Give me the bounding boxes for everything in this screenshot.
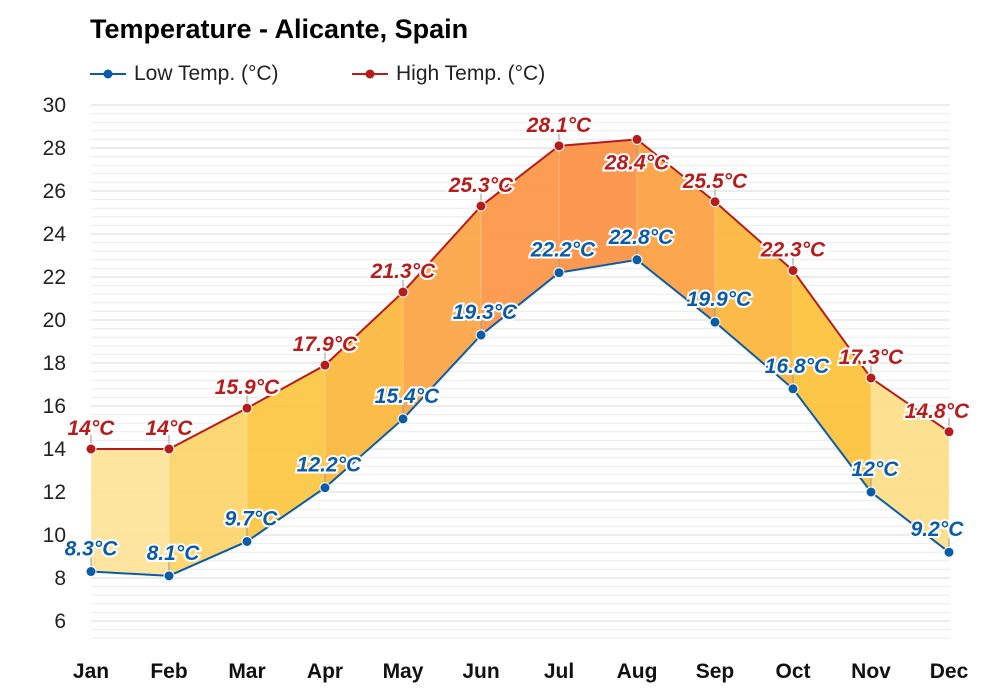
range-fill-segment bbox=[637, 139, 715, 323]
legend-high-label: High Temp. (°C) bbox=[396, 62, 546, 85]
range-fill-segment bbox=[871, 378, 949, 553]
high-temp-line bbox=[91, 138, 950, 450]
chart-title: Temperature - Alicante, Spain bbox=[90, 14, 469, 44]
low-temp-point bbox=[787, 383, 799, 395]
legend-item-low[interactable]: Low Temp. (°C) bbox=[90, 62, 279, 86]
high-temp-label: 15.9°C bbox=[215, 376, 280, 399]
high-temp-label: 17.9°C bbox=[293, 333, 358, 356]
low-temp-label: 22.2°C bbox=[530, 239, 596, 262]
high-temp-point bbox=[163, 443, 175, 455]
high-temp-label: 14°C bbox=[68, 417, 116, 440]
low-temp-point bbox=[241, 535, 253, 547]
low-temp-label: 19.3°C bbox=[453, 301, 518, 324]
y-tick-label: 26 bbox=[43, 180, 66, 203]
y-tick-label: 22 bbox=[43, 266, 66, 289]
low-temp-point bbox=[865, 486, 877, 498]
high-temp-point bbox=[709, 196, 721, 208]
high-temp-point bbox=[865, 372, 877, 384]
range-fill-segment bbox=[325, 292, 403, 488]
y-tick-label: 6 bbox=[54, 610, 66, 633]
range-fill-segment bbox=[793, 270, 871, 492]
high-temp-point bbox=[475, 200, 487, 212]
high-temp-label: 14°C bbox=[146, 417, 194, 440]
y-tick-label: 12 bbox=[43, 481, 66, 504]
low-temp-label: 8.1°C bbox=[147, 542, 201, 565]
low-temp-label: 19.9°C bbox=[687, 288, 752, 311]
y-tick-label: 18 bbox=[43, 352, 66, 375]
low-temp-line bbox=[90, 258, 950, 577]
range-fill-segment bbox=[169, 408, 247, 576]
low-temp-point bbox=[85, 566, 97, 578]
y-tick-label: 14 bbox=[43, 438, 67, 461]
x-tick-label: Apr bbox=[307, 660, 343, 683]
x-tick-label: Oct bbox=[775, 660, 810, 683]
y-tick-label: 30 bbox=[43, 94, 66, 117]
x-tick-label: Sep bbox=[696, 660, 735, 683]
high-temp-label: 25.3°C bbox=[448, 174, 514, 197]
y-tick-label: 10 bbox=[43, 524, 66, 547]
legend-high-marker-icon bbox=[352, 69, 388, 79]
low-temp-label: 12.2°C bbox=[297, 454, 362, 477]
low-temp-label: 12°C bbox=[852, 458, 900, 481]
low-temp-point bbox=[553, 267, 565, 279]
high-temp-point bbox=[631, 133, 643, 145]
range-fill-segment bbox=[559, 139, 637, 273]
y-tick-label: 20 bbox=[43, 309, 66, 332]
x-tick-label: Dec bbox=[930, 660, 969, 683]
low-temp-label: 15.4°C bbox=[375, 385, 440, 408]
x-tick-label: Nov bbox=[851, 660, 891, 683]
low-temp-point bbox=[397, 413, 409, 425]
high-temp-label: 21.3°C bbox=[370, 260, 436, 283]
high-temp-label: 28.1°C bbox=[526, 114, 592, 137]
high-temp-point bbox=[553, 140, 565, 152]
low-temp-point bbox=[319, 482, 331, 494]
y-tick-label: 16 bbox=[43, 395, 66, 418]
low-temp-point bbox=[163, 570, 175, 582]
low-temp-point bbox=[631, 254, 643, 266]
legend-item-high[interactable]: High Temp. (°C) bbox=[352, 62, 545, 86]
legend-low-marker-icon bbox=[90, 69, 126, 79]
high-temp-point bbox=[943, 426, 955, 438]
y-tick-label: 24 bbox=[43, 223, 67, 246]
x-tick-label: Jan bbox=[73, 660, 109, 683]
x-tick-label: Jul bbox=[544, 660, 574, 683]
high-temp-label: 17.3°C bbox=[839, 346, 904, 369]
high-temp-point bbox=[85, 443, 97, 455]
low-temp-point bbox=[475, 329, 487, 341]
x-tick-label: Mar bbox=[228, 660, 265, 683]
high-temp-point bbox=[241, 402, 253, 414]
high-temp-point bbox=[319, 359, 331, 371]
low-temp-point bbox=[709, 316, 721, 328]
range-fill-segment bbox=[403, 206, 481, 419]
high-temp-label: 28.4°C bbox=[604, 151, 670, 174]
high-temp-point bbox=[397, 286, 409, 298]
y-tick-label: 28 bbox=[43, 137, 66, 160]
high-temp-point bbox=[787, 265, 799, 277]
legend-low-label: Low Temp. (°C) bbox=[134, 62, 279, 85]
low-temp-point bbox=[943, 546, 955, 558]
high-temp-label: 25.5°C bbox=[682, 170, 748, 193]
low-temp-label: 22.8°C bbox=[608, 226, 674, 249]
x-tick-label: Feb bbox=[150, 660, 187, 683]
range-fill-segment bbox=[91, 449, 169, 576]
low-temp-label: 16.8°C bbox=[765, 355, 830, 378]
y-tick-label: 8 bbox=[54, 567, 66, 590]
low-temp-label: 9.7°C bbox=[225, 507, 279, 530]
range-fill-segment bbox=[715, 201, 793, 389]
x-tick-label: May bbox=[383, 660, 424, 683]
low-temp-label: 8.3°C bbox=[65, 538, 119, 561]
range-fill-segment bbox=[247, 365, 325, 542]
high-temp-label: 22.3°C bbox=[760, 239, 826, 262]
high-temp-label: 14.8°C bbox=[905, 400, 970, 423]
low-temp-label: 9.2°C bbox=[911, 518, 965, 541]
x-tick-label: Aug bbox=[617, 660, 658, 683]
x-tick-label: Jun bbox=[462, 660, 499, 683]
